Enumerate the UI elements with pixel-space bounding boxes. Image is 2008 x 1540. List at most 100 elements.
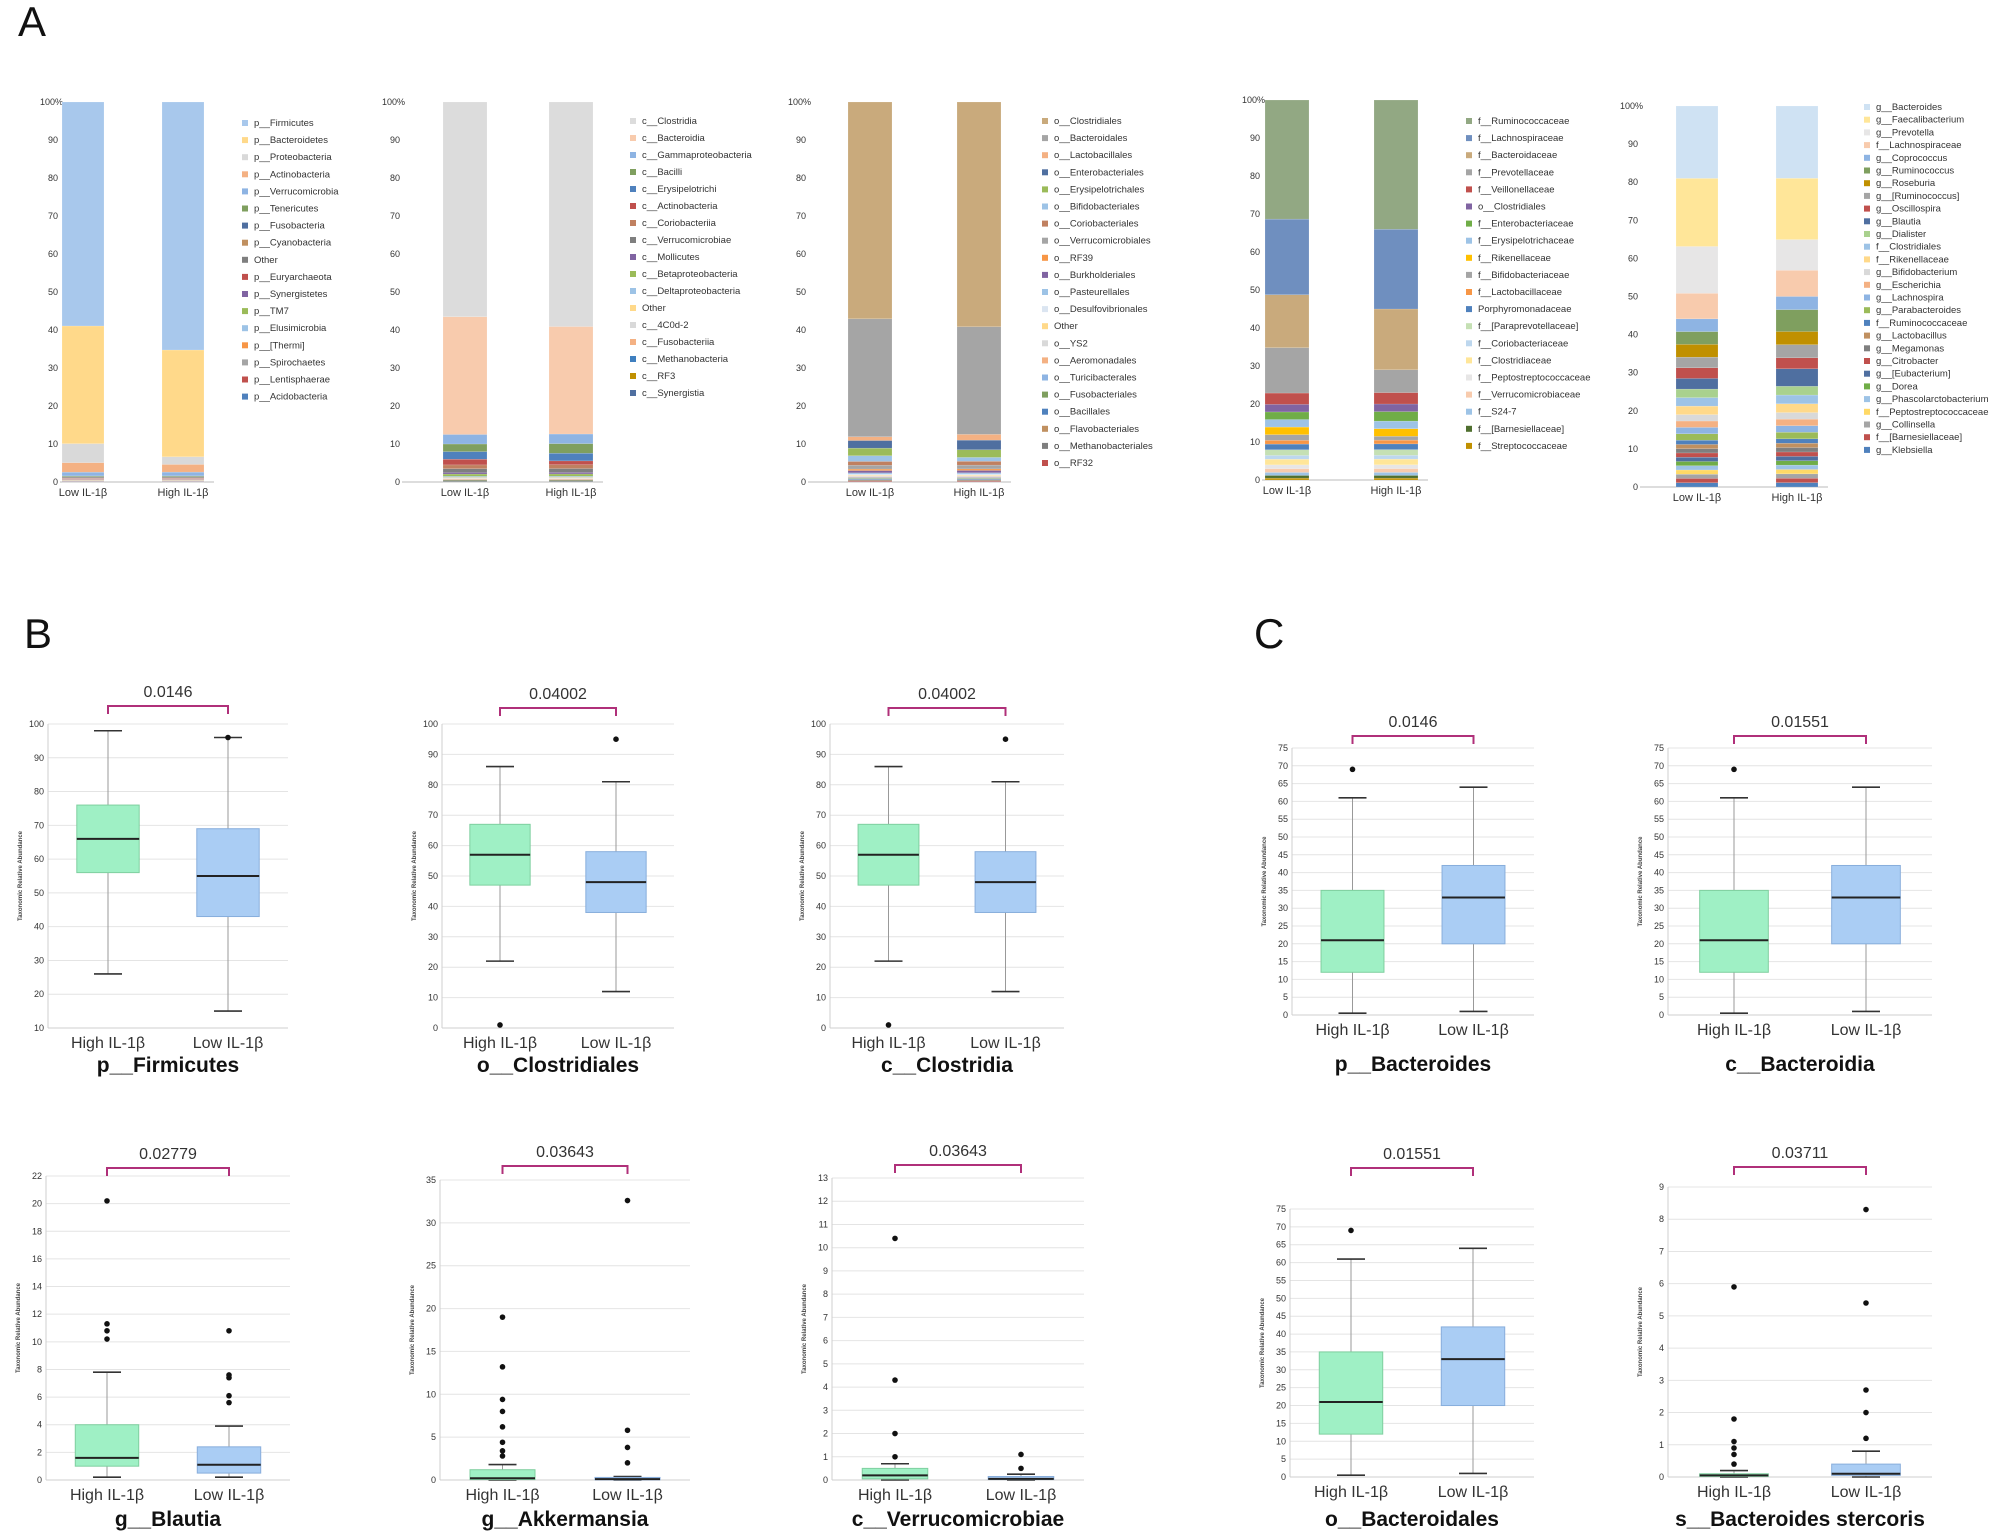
- legend-entry: g__Klebsiella: [1876, 445, 1933, 456]
- legend-entry: f__Ruminococcaceae: [1876, 318, 1967, 329]
- boxplot-s-bacteroides-stercoris: 0 1 2 3 4 5 6 7 8 9 Taxonomic Relative Abundance Hi…: [1638, 1145, 1932, 1531]
- legend-swatch: [630, 152, 636, 158]
- legend-swatch: [1466, 118, 1472, 124]
- legend-swatch: [1466, 357, 1472, 364]
- bar-segment-f-s24-7: [1264, 472, 1310, 476]
- y-tick-label: 40: [428, 901, 438, 911]
- legend-entry: c__Mollicutes: [642, 252, 700, 263]
- bar-segment-f-barnesiellaceae-: [1775, 478, 1819, 483]
- bar-segment-f-lachnospiraceae: [1373, 228, 1419, 310]
- y-tick-label: 70: [34, 820, 44, 830]
- p-value-label: 0.0146: [1389, 714, 1438, 731]
- y-tick-label: 60: [1628, 253, 1638, 263]
- legend-entry: g__Megamonas: [1876, 343, 1944, 354]
- legend-swatch: [1864, 218, 1870, 225]
- legend-swatch: [1864, 434, 1870, 441]
- y-tick-label: 25: [1276, 1383, 1286, 1393]
- legend-swatch: [1042, 323, 1048, 330]
- boxplot-title: o__Bacteroidales: [1325, 1508, 1499, 1531]
- bar-segment-c-coriobacteriia: [442, 464, 488, 469]
- x-category-label: High IL-1β: [546, 487, 597, 499]
- bar-segment-g-megamonas: [1675, 448, 1719, 454]
- boxplot-title: p__Bacteroides: [1335, 1053, 1491, 1076]
- legend-swatch: [630, 271, 636, 277]
- legend-entry: p__Euryarchaeota: [254, 272, 332, 283]
- x-group-label: Low IL-1β: [592, 1487, 663, 1504]
- bar-segment-f-ruminococcaceae: [1264, 99, 1310, 220]
- outlier-point: [1731, 1451, 1737, 1458]
- bar-segment-f-barnesiellaceae-: [1675, 478, 1719, 483]
- legend-swatch: [1864, 231, 1870, 237]
- stacked-chart-order: 100% 90 80 70 60 50 40 30 20 10 0 Low IL-1β High IL-…: [788, 97, 1153, 499]
- bar-segment-f-veillonellaceae: [1264, 392, 1310, 405]
- legend-entry: f__[Barnesiellaceae]: [1876, 432, 1962, 443]
- y-axis-label: Taxonomic Relative Abundance: [802, 1283, 808, 1374]
- legend-entry: c__Fusobacteriia: [642, 337, 715, 348]
- legend-entry: g__Ruminococcus: [1876, 166, 1954, 177]
- y-tick-label: 60: [428, 841, 438, 851]
- y-tick-label: 12: [32, 1309, 42, 1319]
- x-group-label: High IL-1β: [1697, 1022, 1771, 1039]
- significance-bracket: [1350, 1167, 1474, 1176]
- legend-entry: o__Turicibacterales: [1054, 373, 1137, 384]
- outlier-point: [892, 1453, 898, 1460]
- legend-swatch: [1864, 154, 1870, 161]
- bar-segment-o-erysipelotrichales: [847, 447, 893, 456]
- boxplot-title: g__Blautia: [115, 1508, 222, 1531]
- bar-segment-f-enterobacteriaceae: [1264, 411, 1310, 420]
- legend-entry: f__Rikenellaceae: [1478, 253, 1551, 264]
- y-tick-label: 30: [1628, 368, 1638, 378]
- legend-swatch: [1466, 408, 1472, 415]
- bar-segment-g-bifidobacterium: [1775, 412, 1819, 420]
- y-tick-label: 65: [1654, 779, 1664, 789]
- y-tick-label: 50: [428, 871, 438, 881]
- legend-swatch: [1466, 135, 1472, 142]
- y-tick-label: 2: [823, 1429, 828, 1439]
- bar-segment-g-lachnospira: [1775, 425, 1819, 433]
- y-axis-label: Taxonomic Relative Abundance: [18, 830, 24, 921]
- bar-segment-f-barnesiellaceae-: [1264, 475, 1310, 479]
- y-tick-label: 35: [1654, 885, 1664, 895]
- bar-segment-g-ruminococcus: [1775, 309, 1819, 332]
- legend-swatch: [1466, 306, 1472, 313]
- bar-segment-f-verrucomicrobiaceae: [1264, 468, 1310, 473]
- legend-entry: p__Actinobacteria: [254, 169, 331, 180]
- bar-segment-p-verrucomicrobia: [61, 471, 105, 477]
- bar-segment-f-lachnospiraceae: [1775, 270, 1819, 297]
- y-tick-label: 4: [1659, 1343, 1664, 1353]
- legend-swatch: [242, 205, 248, 212]
- bar-segment-o-verrucomicrobiales: [956, 464, 1002, 470]
- outlier-point: [104, 1336, 110, 1342]
- y-tick-label: 10: [816, 993, 826, 1003]
- legend-entry: Other: [1054, 321, 1078, 332]
- legend-swatch: [1864, 256, 1870, 263]
- bar-segment-o-clostridiales: [1373, 403, 1419, 412]
- legend-entry: c__Actinobacteria: [642, 201, 718, 212]
- p-value-label: 0.03643: [536, 1144, 594, 1161]
- bar-segment-o-verrucomicrobiales: [847, 465, 893, 470]
- outlier-point: [885, 1022, 892, 1028]
- legend-entry: o__RF39: [1054, 253, 1093, 264]
- legend-swatch: [1864, 332, 1870, 339]
- legend-swatch: [1042, 203, 1048, 210]
- bar-segment-g-phascolarctobacterium: [1775, 464, 1819, 470]
- bar-segment-f-peptostreptococcaceae: [1675, 469, 1719, 475]
- y-tick-label: 20: [34, 989, 44, 999]
- significance-bracket: [499, 707, 617, 716]
- x-category-label: High IL-1β: [954, 487, 1005, 499]
- bar-segment-c-bacilli: [442, 443, 488, 452]
- legend-swatch: [1466, 442, 1472, 449]
- bar-segment-o-coriobacteriales: [956, 461, 1002, 466]
- legend-swatch: [242, 291, 248, 297]
- legend-swatch: [1466, 186, 1472, 193]
- legend-swatch: [242, 120, 248, 126]
- outlier-point: [1018, 1465, 1024, 1472]
- x-category-label: High IL-1β: [1772, 492, 1823, 504]
- panel-label-c: C: [1254, 610, 1284, 657]
- bar-segment-o-rf39: [956, 468, 1002, 471]
- outlier-point: [624, 1444, 631, 1451]
- bar-segment-p-bacteroidetes: [61, 325, 105, 444]
- bar-segment-o-bifidobacteriales: [956, 457, 1002, 462]
- y-tick-label: 8: [823, 1289, 828, 1299]
